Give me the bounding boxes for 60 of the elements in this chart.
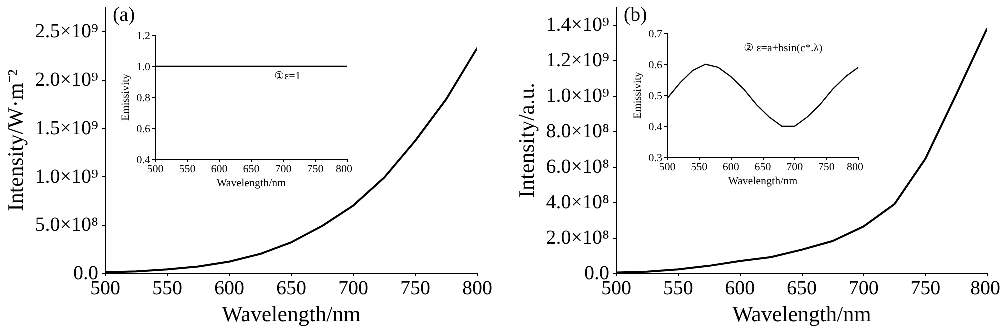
y-tick-label: 1.0×10⁹ bbox=[35, 166, 99, 188]
annotation: ①ε=1 bbox=[274, 70, 301, 83]
y-tick-label: 2.5×10⁹ bbox=[35, 20, 99, 43]
x-tick-label: 800 bbox=[847, 162, 864, 174]
x-tick-label: 600 bbox=[725, 278, 756, 300]
y-axis-title: Emissivity bbox=[120, 73, 132, 122]
x-tick-label: 650 bbox=[787, 278, 817, 300]
annotation: ② ε=a+bsin(c*.λ) bbox=[744, 42, 824, 55]
y-tick-label: 0.6 bbox=[648, 60, 663, 72]
x-tick-label: 800 bbox=[336, 164, 353, 176]
x-axis-title: Wavelength/nm bbox=[732, 302, 872, 326]
y-tick-label: 2.0×10⁸ bbox=[546, 227, 610, 250]
y-axis-title: Intensity/a.u. bbox=[514, 83, 540, 198]
y-tick-label: 4.0×10⁸ bbox=[546, 192, 610, 214]
x-tick-label: 750 bbox=[818, 162, 836, 174]
y-tick-label: 2.0×10⁹ bbox=[35, 69, 99, 92]
x-tick-label: 750 bbox=[400, 278, 430, 300]
x-tick-label: 650 bbox=[243, 164, 260, 176]
x-tick-label: 750 bbox=[307, 164, 324, 176]
y-tick-label: 0.4 bbox=[136, 154, 151, 166]
y-axis-title: Intensity/W·m⁻² bbox=[3, 69, 28, 212]
x-tick-label: 550 bbox=[179, 164, 196, 176]
x-tick-label: 700 bbox=[338, 278, 368, 300]
x-tick-label: 750 bbox=[910, 278, 941, 300]
y-tick-label: 1.2×10⁹ bbox=[546, 50, 610, 72]
x-tick-label: 600 bbox=[214, 278, 244, 300]
x-tick-label: 800 bbox=[970, 278, 1000, 300]
x-tick-label: 550 bbox=[663, 278, 694, 300]
y-tick-label: 8.0×10⁸ bbox=[546, 120, 610, 143]
x-tick-label: 550 bbox=[691, 162, 708, 174]
y-tick-label: 1.0 bbox=[136, 62, 151, 74]
x-tick-label: 700 bbox=[848, 278, 879, 300]
x-tick-label: 650 bbox=[276, 278, 306, 300]
y-tick-label: 1.5×10⁹ bbox=[35, 117, 99, 140]
y-tick-label: 0.8 bbox=[136, 92, 151, 104]
y-tick-label: 6.0×10⁸ bbox=[546, 156, 610, 178]
y-axis-title: Emissivity bbox=[632, 71, 644, 120]
y-tick-label: 1.2 bbox=[136, 30, 150, 42]
x-tick-label: 700 bbox=[786, 162, 804, 174]
x-tick-label: 600 bbox=[211, 164, 228, 176]
x-tick-label: 500 bbox=[147, 164, 164, 176]
x-tick-label: 550 bbox=[152, 278, 182, 300]
y-tick-label: 1.0×10⁹ bbox=[546, 85, 610, 108]
x-tick-label: 600 bbox=[722, 162, 740, 174]
x-axis-title: Wavelength/nm bbox=[728, 176, 798, 188]
y-tick-label: 0.7 bbox=[648, 28, 663, 40]
annotation: (b) bbox=[624, 4, 648, 26]
x-axis-title: Wavelength/nm bbox=[216, 178, 287, 190]
x-tick-label: 700 bbox=[275, 164, 292, 176]
annotation: (a) bbox=[112, 4, 136, 26]
y-tick-label: 0.3 bbox=[648, 152, 663, 164]
x-tick-label: 650 bbox=[754, 162, 772, 174]
y-tick-label: 5.0×10⁸ bbox=[35, 214, 99, 236]
x-axis-title: Wavelength/nm bbox=[222, 302, 361, 326]
y-tick-label: 0.5 bbox=[648, 90, 663, 102]
y-tick-label: 0.6 bbox=[136, 124, 151, 136]
y-tick-label: 0.4 bbox=[648, 122, 663, 134]
x-tick-label: 800 bbox=[462, 278, 492, 300]
y-tick-label: 1.4×10⁹ bbox=[546, 14, 610, 36]
x-tick-label: 500 bbox=[659, 162, 676, 174]
